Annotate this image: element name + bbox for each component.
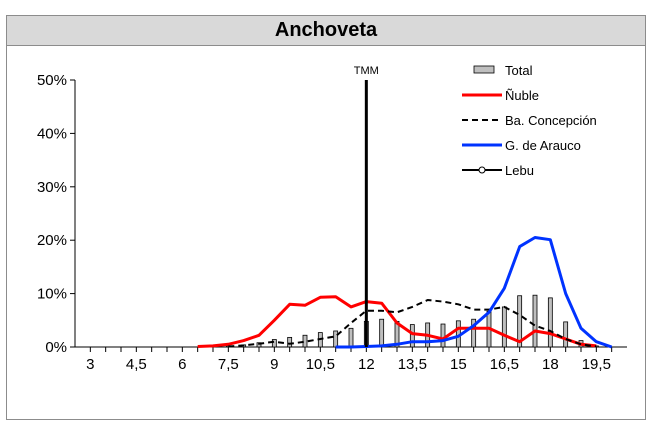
- chart-title: Anchoveta: [274, 19, 378, 41]
- x-tick-label: 16,5: [490, 356, 519, 373]
- x-tick-label: 4,5: [126, 356, 147, 373]
- total-bar: [333, 330, 339, 348]
- legend-label: Ba. Concepción: [505, 113, 597, 128]
- total-bar: [501, 306, 507, 348]
- y-tick-label: 30%: [37, 179, 67, 196]
- y-tick-label: 50%: [37, 72, 67, 89]
- series-line-g-de-arauco: [335, 236, 613, 349]
- x-tick-label: 13,5: [398, 356, 427, 373]
- total-bar: [532, 294, 538, 348]
- total-bar: [409, 324, 415, 348]
- total-bar: [547, 297, 553, 348]
- legend-swatch-total: [473, 65, 495, 74]
- legend-label: Ñuble: [505, 88, 539, 103]
- y-tick-label: 10%: [37, 286, 67, 303]
- total-bar: [256, 342, 262, 348]
- tmm-label: TMM: [354, 65, 379, 77]
- legend-label: Lebu: [505, 163, 534, 178]
- total-bar: [563, 321, 569, 348]
- legend-label: G. de Arauco: [505, 138, 581, 153]
- total-bar: [379, 318, 385, 348]
- x-tick-label: 9: [270, 356, 278, 373]
- y-tick-label: 0%: [45, 339, 67, 356]
- x-tick-label: 15: [450, 356, 467, 373]
- total-bar: [287, 336, 293, 348]
- legend-marker-lebu: [478, 166, 486, 174]
- total-bar: [471, 318, 477, 348]
- x-tick-label: 7,5: [218, 356, 239, 373]
- total-bar: [517, 295, 523, 348]
- x-tick-label: 12: [358, 356, 375, 373]
- x-tick-label: 3: [86, 356, 94, 373]
- x-tick-label: 10,5: [306, 356, 335, 373]
- x-tick-label: 19,5: [582, 356, 611, 373]
- total-bar: [271, 339, 277, 348]
- y-tick-label: 20%: [37, 232, 67, 249]
- series-line--uble: [197, 295, 597, 348]
- x-tick-label: 6: [178, 356, 186, 373]
- total-bar: [440, 323, 446, 348]
- chart-frame: Anchoveta 0% 10% 20% 30% 40% 50% 3 4,5 6 7,5 9 10,5…: [6, 15, 646, 420]
- chart-canvas: 0% 10% 20% 30% 40% 50% 3 4,5 6 7,5 9 10,5 12 13,5 15 16…: [37, 63, 627, 373]
- legend-label: Total: [505, 63, 533, 78]
- series-line-ba-concepci-n: [228, 299, 597, 348]
- chart-title-bar: Anchoveta: [7, 16, 645, 46]
- x-tick-label: 18: [542, 356, 559, 373]
- y-tick-label: 40%: [37, 125, 67, 142]
- total-bar: [348, 327, 354, 348]
